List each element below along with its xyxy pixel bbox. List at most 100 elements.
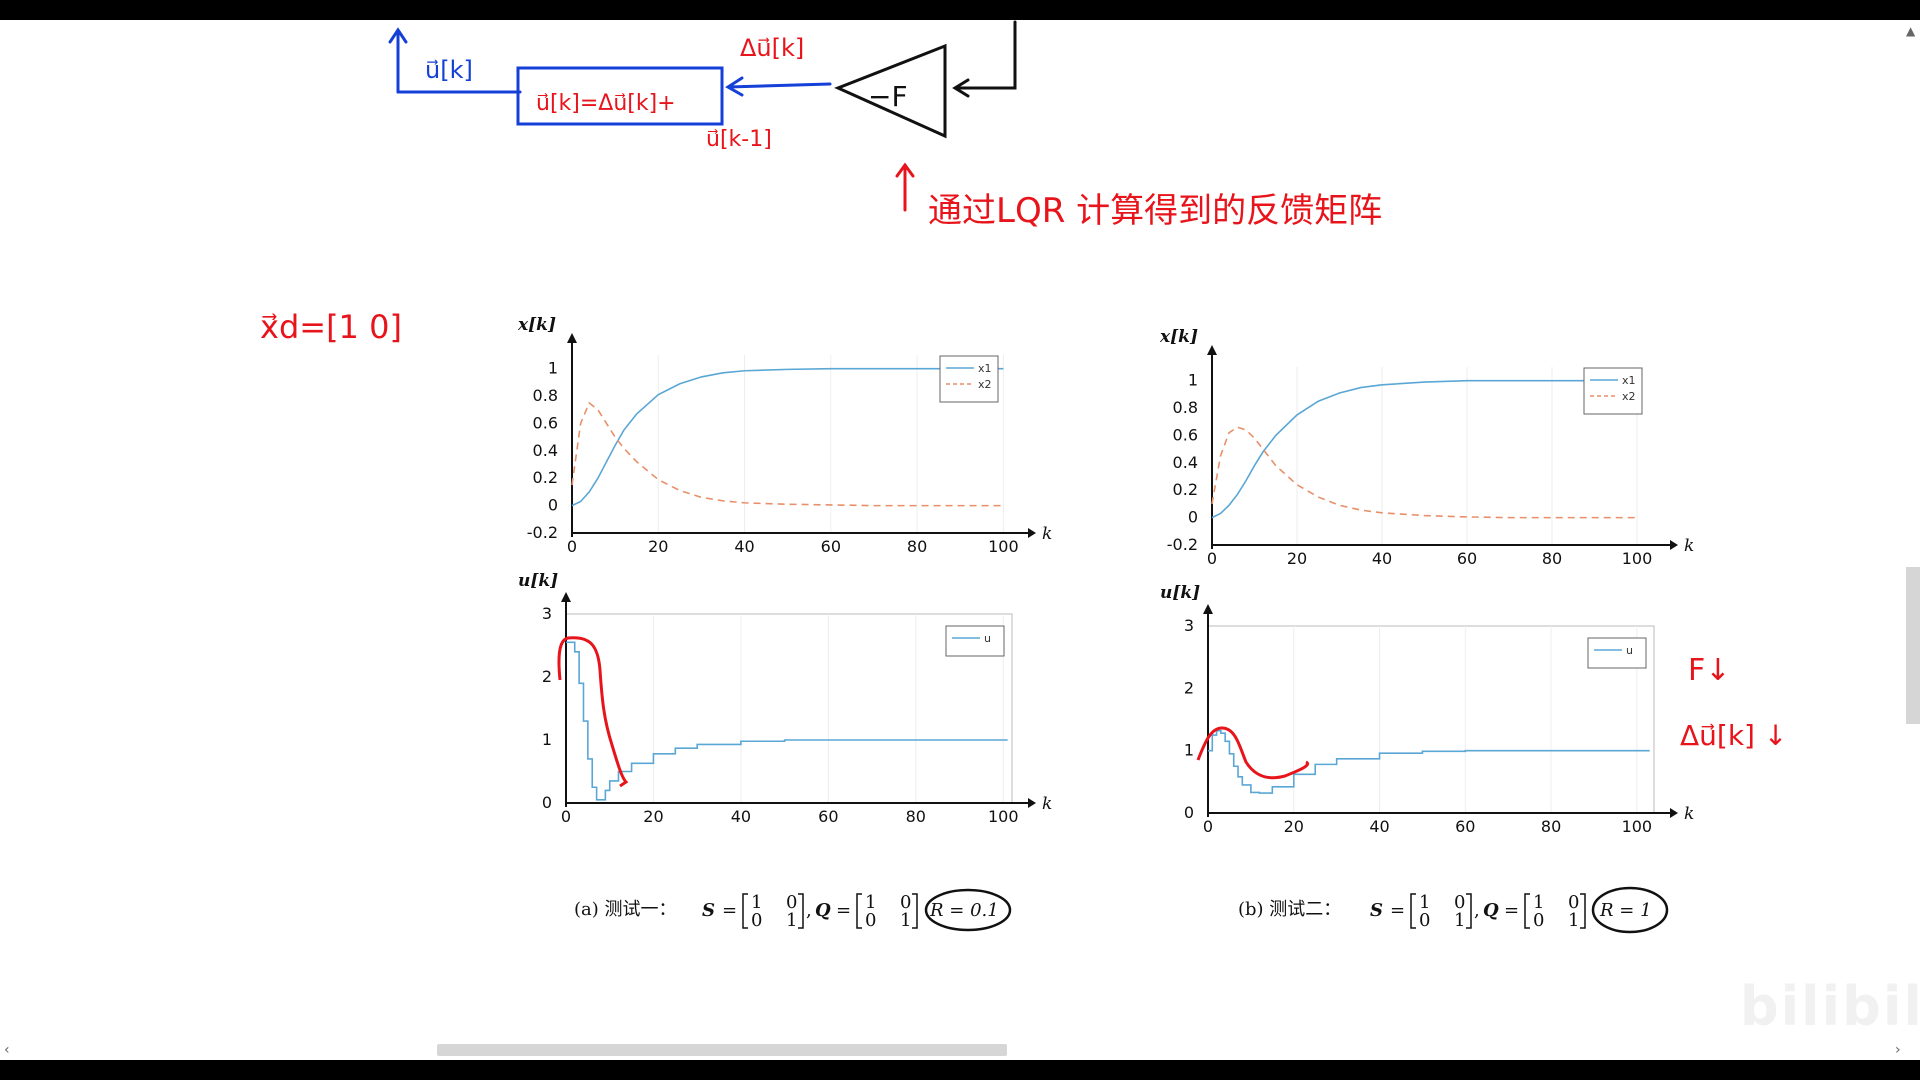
- y-tick-label: 0: [542, 793, 552, 812]
- bilibili-watermark-logo: bilibili: [1740, 975, 1920, 1038]
- figure-b: 0 20 40 60 80 100-0.200.20.40.60.81kx[k]x1x2 …: [1159, 327, 1694, 934]
- x-tick-label: 80: [1541, 817, 1561, 836]
- f-decrease-note: F↓: [1688, 653, 1730, 688]
- x-axis-label: k: [1684, 536, 1694, 556]
- x-tick-label: 20: [1284, 817, 1304, 836]
- y-tick-label: 0: [1188, 508, 1198, 527]
- svg-text:1: 1: [900, 910, 911, 931]
- scroll-right-icon[interactable]: ›: [1895, 1042, 1901, 1058]
- caption-b-eq2: =: [1504, 900, 1519, 921]
- legend-label: x2: [1622, 390, 1636, 403]
- x-tick-label: 80: [906, 807, 926, 826]
- x-tick-label: 80: [1542, 549, 1562, 568]
- x-tick-label: 100: [1622, 817, 1653, 836]
- scroll-up-icon[interactable]: ▲: [1906, 24, 1916, 38]
- legend-label: x1: [1622, 374, 1636, 387]
- legend-label: x1: [978, 362, 992, 375]
- y-tick-label: 0.2: [533, 468, 558, 487]
- y-tick-label: 2: [1184, 678, 1194, 697]
- scroll-left-icon[interactable]: ‹: [4, 1042, 10, 1058]
- x-tick-label: 60: [821, 537, 841, 556]
- delta-u-decrease-note: Δu⃗[k] ↓: [1680, 719, 1787, 752]
- legend-box: [1587, 637, 1647, 669]
- y-tick-label: 0.4: [1173, 453, 1198, 472]
- x-tick-label: 20: [643, 807, 663, 826]
- blue-feedback-arrow: [388, 27, 408, 94]
- chart-a-input: 0 20 40 60 80 100 0 1 2 3 k u[k] u: [518, 571, 1052, 826]
- red-input-arrow: [725, 76, 832, 97]
- chart-b-state: 0 20 40 60 80 100 -0.2 0 0.2 0.4 0.6 0.8 1 k x[k] x1 x2: [1159, 327, 1694, 568]
- x-tick-label: 20: [1287, 549, 1307, 568]
- caption-a-eq2: =: [836, 900, 851, 921]
- caption-b-R: R = 1: [1599, 900, 1652, 921]
- y-tick-label: 0: [1184, 803, 1194, 822]
- x-axis-arrow-icon: [1028, 798, 1036, 808]
- series-line-u: [1208, 729, 1650, 794]
- y-tick-label: 1: [548, 359, 558, 378]
- figure-a: 0 20 40 60 80 100-0.200.20.40.60.81kx[k]x1x2 …: [517, 315, 1052, 932]
- lqr-note: 通过LQR 计算得到的反馈矩阵: [928, 191, 1382, 231]
- y-tick-label: 3: [542, 604, 552, 623]
- caption-a-comma1: ,: [806, 900, 812, 921]
- horizontal-scrollbar-thumb[interactable]: [437, 1044, 1007, 1056]
- svg-text:1: 1: [1419, 892, 1430, 913]
- y-tick-label: 2: [542, 667, 552, 686]
- series-line-x1: [571, 367, 1004, 507]
- svg-text:1: 1: [751, 892, 762, 913]
- plot-frame: [565, 613, 1013, 804]
- y-axis-label: u[k]: [1160, 583, 1200, 603]
- y-axis-label: x[k]: [517, 315, 556, 335]
- x-tick-label: 40: [731, 807, 751, 826]
- caption-b-S: S: [1370, 900, 1383, 921]
- y-tick-label: 1: [542, 730, 552, 749]
- caption-a-Q: Q: [815, 900, 831, 921]
- svg-text:1: 1: [1454, 910, 1465, 931]
- y-tick-label: 0.6: [533, 413, 558, 432]
- y-tick-label: 0.2: [1173, 480, 1198, 499]
- x-tick-label: 60: [1457, 549, 1477, 568]
- series-line-x2: [571, 401, 1004, 507]
- svg-text:1: 1: [1568, 910, 1579, 931]
- y-tick-label: 0.6: [1173, 425, 1198, 444]
- legend-label: x2: [978, 378, 992, 391]
- vertical-scrollbar-thumb[interactable]: [1906, 567, 1920, 724]
- red-overlay-b: [1196, 726, 1309, 780]
- svg-text:0: 0: [1533, 910, 1544, 931]
- legend-box: [939, 355, 999, 403]
- x-axis-arrow-icon: [1670, 540, 1678, 550]
- x-tick-label: 0: [567, 537, 577, 556]
- svg-text:0: 0: [1419, 910, 1430, 931]
- y-tick-label: 0.8: [533, 386, 558, 405]
- x-tick-label: 0: [561, 807, 571, 826]
- red-pointer-arrow: [895, 162, 915, 212]
- x-tick-label: 60: [1455, 817, 1475, 836]
- block-formula: u⃗[k]=Δu⃗[k]+: [536, 91, 676, 116]
- gain-triangle: [834, 43, 947, 139]
- caption-b-Q: Q: [1483, 900, 1499, 921]
- svg-text:0: 0: [865, 910, 876, 931]
- caption-a-eq1: =: [722, 900, 737, 921]
- u-k-label: u⃗[k]: [425, 56, 473, 84]
- series-line-x2: [1211, 426, 1637, 519]
- y-tick-label: 0.4: [533, 441, 558, 460]
- x-tick-label: 100: [1622, 549, 1653, 568]
- y-tick-label: 0.8: [1173, 398, 1198, 417]
- y-tick-label: -0.2: [1167, 535, 1198, 554]
- caption-b-comma1: ,: [1474, 900, 1480, 921]
- series-line-x1: [1211, 379, 1637, 519]
- caption-a-R: R = 0.1: [929, 900, 999, 921]
- svg-text:1: 1: [1533, 892, 1544, 913]
- blue-block-box: [516, 66, 724, 126]
- y-tick-label: 3: [1184, 616, 1194, 635]
- x-tick-label: 100: [988, 537, 1019, 556]
- y-axis-arrow-icon: [567, 333, 577, 343]
- y-tick-label: 0: [548, 496, 558, 515]
- chart-a-state: 0 20 40 60 80 100 -0.2 0 0.2 0.4 0.6 0.8 1 k x[k] x1 x2: [517, 315, 1052, 556]
- svg-text:1: 1: [786, 910, 797, 931]
- svg-text:0: 0: [1568, 892, 1579, 913]
- xd-annotation: x⃗d=[1 0]: [260, 308, 402, 346]
